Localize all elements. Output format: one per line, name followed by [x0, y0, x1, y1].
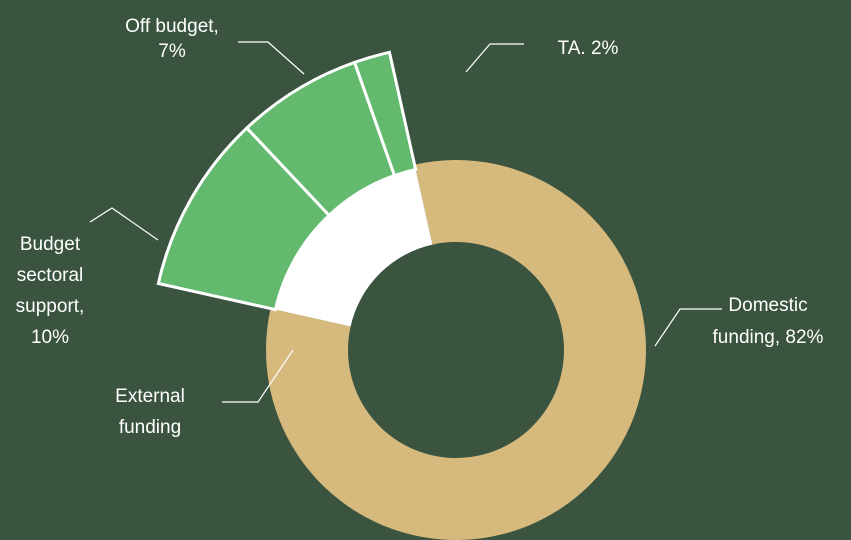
segment-label: TA. 2% — [558, 38, 619, 59]
segment-label: 7% — [158, 41, 186, 62]
leader-line — [222, 349, 294, 403]
leader-line — [654, 308, 722, 347]
labels: Domestic funding, 82% External funding Budge… — [16, 16, 824, 438]
leader-line — [89, 207, 159, 241]
segment-label: Domestic — [728, 295, 807, 316]
breakdown-segment — [352, 50, 418, 178]
segment-label: sectoral — [17, 265, 84, 286]
segment-label: support, — [16, 296, 85, 317]
segment-label: Off budget, — [125, 16, 219, 37]
segment-label: Budget — [20, 234, 81, 255]
leader-line — [465, 43, 524, 73]
segment-label: funding — [119, 417, 181, 438]
leader-line — [238, 41, 305, 75]
donut-segment — [275, 169, 433, 327]
segment-label: External — [115, 386, 185, 407]
marks — [156, 50, 646, 540]
donut-segment — [266, 160, 646, 540]
segment-label: funding, 82% — [713, 327, 824, 348]
segment-label: 10% — [31, 327, 69, 348]
